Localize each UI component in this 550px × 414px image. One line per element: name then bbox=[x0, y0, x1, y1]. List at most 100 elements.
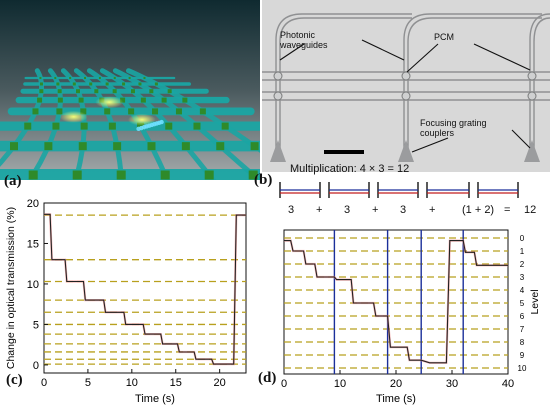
x-tick-label: 40 bbox=[502, 378, 514, 390]
right-tick-label: 2 bbox=[520, 260, 525, 269]
series-halo bbox=[284, 239, 508, 364]
pcm-cell bbox=[152, 108, 159, 115]
x-axis-label: Time (s) bbox=[135, 393, 175, 405]
y-tick-label: 5 bbox=[33, 319, 39, 331]
x-tick-label: 0 bbox=[41, 377, 47, 389]
pcm-cell bbox=[32, 108, 39, 115]
pcm-cell bbox=[10, 142, 18, 151]
pcm-cell bbox=[56, 82, 60, 86]
pcm-cell bbox=[167, 89, 172, 94]
pcm-cell bbox=[221, 122, 229, 130]
pcm-cell bbox=[52, 122, 60, 130]
right-tick-label: 5 bbox=[520, 299, 525, 308]
equation-term: 12 bbox=[524, 204, 537, 216]
pcm-cell bbox=[149, 89, 154, 94]
right-tick-label: 1 bbox=[520, 247, 525, 256]
pcm-cell bbox=[98, 76, 101, 79]
scale-bar bbox=[324, 150, 364, 154]
label-photonic-waveguides: Photonic waveguides bbox=[280, 30, 328, 50]
panel-letter-c: (c) bbox=[6, 372, 23, 388]
right-axis-label: Level bbox=[529, 289, 541, 314]
pcm-cell bbox=[72, 170, 82, 180]
equation-term: = bbox=[504, 204, 511, 216]
light-glow bbox=[127, 113, 156, 126]
pcm-cell bbox=[105, 82, 109, 86]
pcm-cell bbox=[181, 142, 190, 151]
pcm-cell bbox=[131, 89, 135, 94]
pulse-sequence bbox=[279, 182, 519, 198]
x-tick-label: 20 bbox=[390, 378, 402, 390]
pcm-cell bbox=[57, 97, 63, 103]
pcm-cell bbox=[175, 108, 182, 115]
y-tick-label: 20 bbox=[27, 198, 39, 210]
pcm-cell bbox=[199, 108, 206, 115]
right-tick-label: 6 bbox=[520, 312, 525, 321]
equation-term: + bbox=[316, 204, 323, 216]
x-tick-label: 5 bbox=[85, 377, 91, 389]
pcm-cell bbox=[204, 170, 214, 180]
label-focusing-grating-couplers: Focusing grating couplers bbox=[420, 118, 487, 138]
pcm-cell bbox=[78, 97, 84, 103]
pcm-cell bbox=[24, 122, 32, 130]
right-tick-label: 8 bbox=[520, 338, 525, 347]
pcm-cell bbox=[140, 97, 146, 103]
pcm-cell bbox=[250, 142, 259, 151]
pcm-cell bbox=[193, 122, 201, 130]
pcm-cell bbox=[182, 97, 188, 103]
x-axis-label: Time (s) bbox=[376, 393, 416, 405]
pcm-cell bbox=[113, 142, 122, 151]
micrograph: Photonic waveguides PCM Focusing grating… bbox=[262, 0, 550, 172]
panel-letter-d: (d) bbox=[258, 370, 277, 386]
pcm-cell bbox=[80, 108, 87, 115]
pcm-cell bbox=[39, 89, 44, 94]
chart-c: 0 5 10 15 20 0 5 10 15 20 Time (s) Change in optica… bbox=[5, 198, 247, 405]
pcm-cell bbox=[108, 122, 116, 130]
pcm-cell bbox=[128, 76, 131, 79]
photonic-mesh-render bbox=[0, 0, 260, 180]
pcm-cell bbox=[161, 97, 167, 103]
pcm-cell bbox=[147, 142, 156, 151]
y-tick-label: 10 bbox=[27, 279, 39, 291]
y-axis-label: Change in optical transmission (%) bbox=[5, 207, 17, 369]
equation-term: + bbox=[372, 204, 379, 216]
chart-d: 0 1 2 3 4 5 6 7 8 9 10 0 10 20 30 40 Time (s) Level bbox=[281, 229, 541, 405]
pcm-cell bbox=[39, 76, 42, 79]
pcm-cell bbox=[44, 142, 53, 151]
equation-term: 3 bbox=[288, 204, 295, 216]
pcm-cell bbox=[160, 170, 170, 180]
pcm-cell bbox=[116, 170, 126, 180]
label-pcm: PCM bbox=[434, 32, 454, 42]
pcm-cell bbox=[72, 82, 76, 86]
series-line bbox=[44, 213, 246, 365]
pcm-cell bbox=[154, 82, 158, 86]
right-tick-label: 4 bbox=[520, 286, 525, 295]
equation-term: 3 bbox=[400, 204, 407, 216]
right-tick-label: 10 bbox=[518, 364, 527, 373]
x-tick-label: 10 bbox=[334, 378, 346, 390]
equation-row: 3 +3 +3 + (1 + 2) = 12 bbox=[284, 204, 546, 218]
pcm-cell bbox=[39, 82, 43, 86]
pcm-cell bbox=[113, 76, 116, 79]
panel-letter-a: (a) bbox=[4, 173, 22, 189]
pcm-cell bbox=[28, 170, 38, 180]
pcm-cell bbox=[165, 122, 173, 130]
pcm-cell bbox=[84, 76, 87, 79]
plot-frame bbox=[43, 202, 247, 374]
right-tick-label: 0 bbox=[520, 234, 525, 243]
pcm-cell bbox=[80, 122, 88, 130]
pcm-cell bbox=[216, 142, 225, 151]
pcm-cell bbox=[128, 108, 135, 115]
light-pulse-dot bbox=[159, 119, 164, 125]
multiplication-title: Multiplication: 4 × 3 = 12 bbox=[290, 163, 410, 175]
equation-term: (1 + 2) bbox=[462, 204, 495, 216]
pcm-cell bbox=[56, 108, 63, 115]
micrograph-drawing bbox=[262, 0, 550, 172]
pcm-cell bbox=[76, 89, 80, 94]
pcm-cell bbox=[143, 76, 146, 79]
pcm-cell bbox=[248, 170, 258, 180]
right-tick-label: 3 bbox=[520, 273, 525, 282]
right-tick-label: 9 bbox=[520, 351, 525, 360]
light-glow bbox=[59, 110, 88, 123]
panel-letter-b: (b) bbox=[254, 172, 273, 188]
x-tick-label: 15 bbox=[170, 377, 182, 389]
